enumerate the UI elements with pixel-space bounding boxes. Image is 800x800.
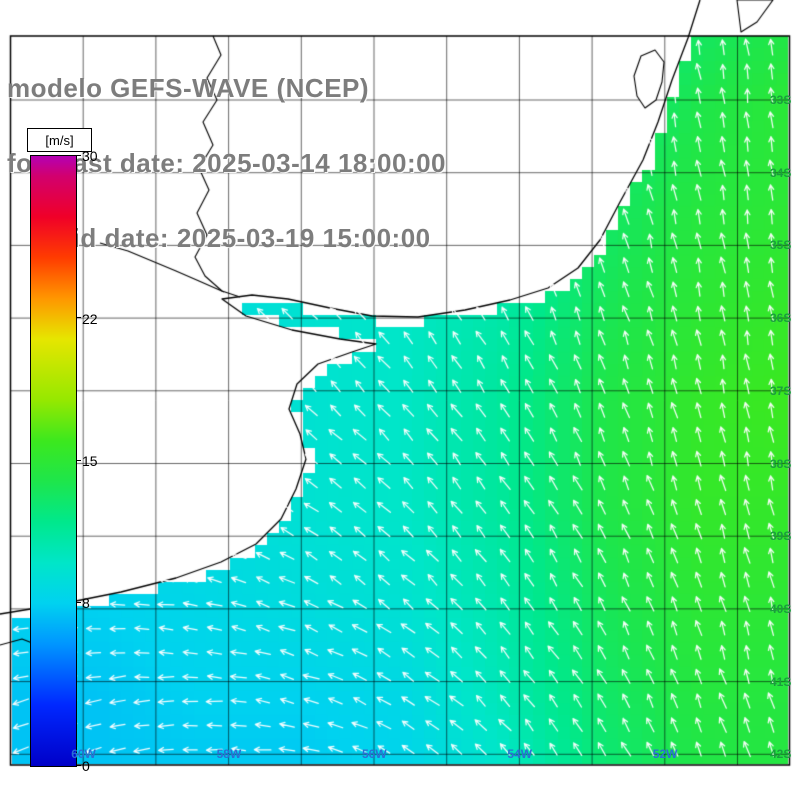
lon-label: 58W (216, 747, 242, 761)
colorbar-gradient (30, 155, 77, 767)
colorbar-tick-label: 8 (82, 595, 90, 612)
colorbar-tick-mark (76, 459, 81, 461)
colorbar-tick-label: 15 (82, 453, 98, 469)
lat-label: 42S (770, 747, 792, 762)
colorbar-tick-label: 30 (82, 148, 98, 164)
lat-label: 33S (770, 93, 792, 107)
lat-label: 37S (770, 383, 792, 398)
lat-label: 38S (770, 456, 792, 471)
model-title: modelo GEFS-WAVE (NCEP) (7, 73, 370, 103)
lat-label: 34S (770, 165, 792, 180)
lat-label: 41S (770, 674, 792, 689)
colorbar-unit-label: [m/s] (45, 132, 74, 148)
lat-label: 40S (770, 601, 792, 616)
colorbar-tick-mark (76, 317, 81, 319)
colorbar-unit-box: [m/s] (27, 128, 92, 152)
lon-label: 52W (652, 747, 678, 761)
lat-label: 35S (770, 238, 792, 253)
colorbar-tick-label: 0 (82, 758, 90, 774)
lat-label: 39S (770, 529, 792, 544)
lon-label: 60W (71, 747, 96, 761)
colorbar-tick-mark (76, 601, 81, 603)
colorbar-tick-mark (76, 154, 81, 156)
colorbar-tick-mark (76, 764, 81, 766)
colorbar-tick-label: 22 (82, 310, 98, 327)
lon-label: 56W (362, 747, 387, 761)
lon-label: 54W (507, 747, 533, 761)
lat-label: 36S (770, 311, 792, 326)
